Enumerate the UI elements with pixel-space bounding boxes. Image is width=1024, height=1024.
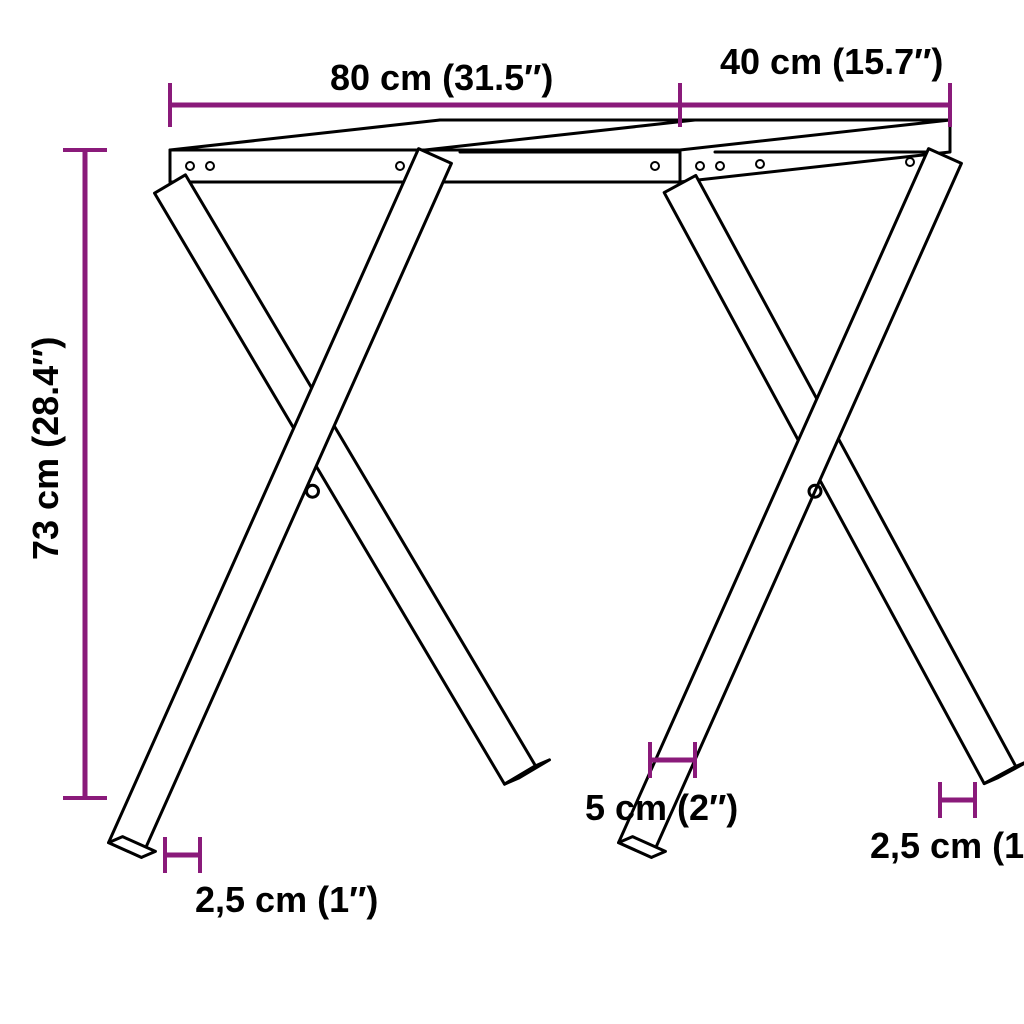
x-legs-right <box>619 149 1024 858</box>
dim-label-leg2: 5 cm (2″) <box>585 787 738 828</box>
dim-label-height: 73 cm (28.4″) <box>25 337 66 560</box>
fastener-dots <box>186 156 944 170</box>
dim-label-depth: 40 cm (15.7″) <box>720 41 943 82</box>
top-frame <box>170 120 950 182</box>
dimension-diagram: 80 cm (31.5″) 40 cm (15.7″) 73 cm (28.4″) 2… <box>0 0 1024 1024</box>
x-legs-left <box>109 149 550 858</box>
dim-label-width: 80 cm (31.5″) <box>330 57 553 98</box>
dim-label-leg3: 2,5 cm (1″) <box>870 825 1024 866</box>
dim-label-leg1: 2,5 cm (1″) <box>195 879 378 920</box>
